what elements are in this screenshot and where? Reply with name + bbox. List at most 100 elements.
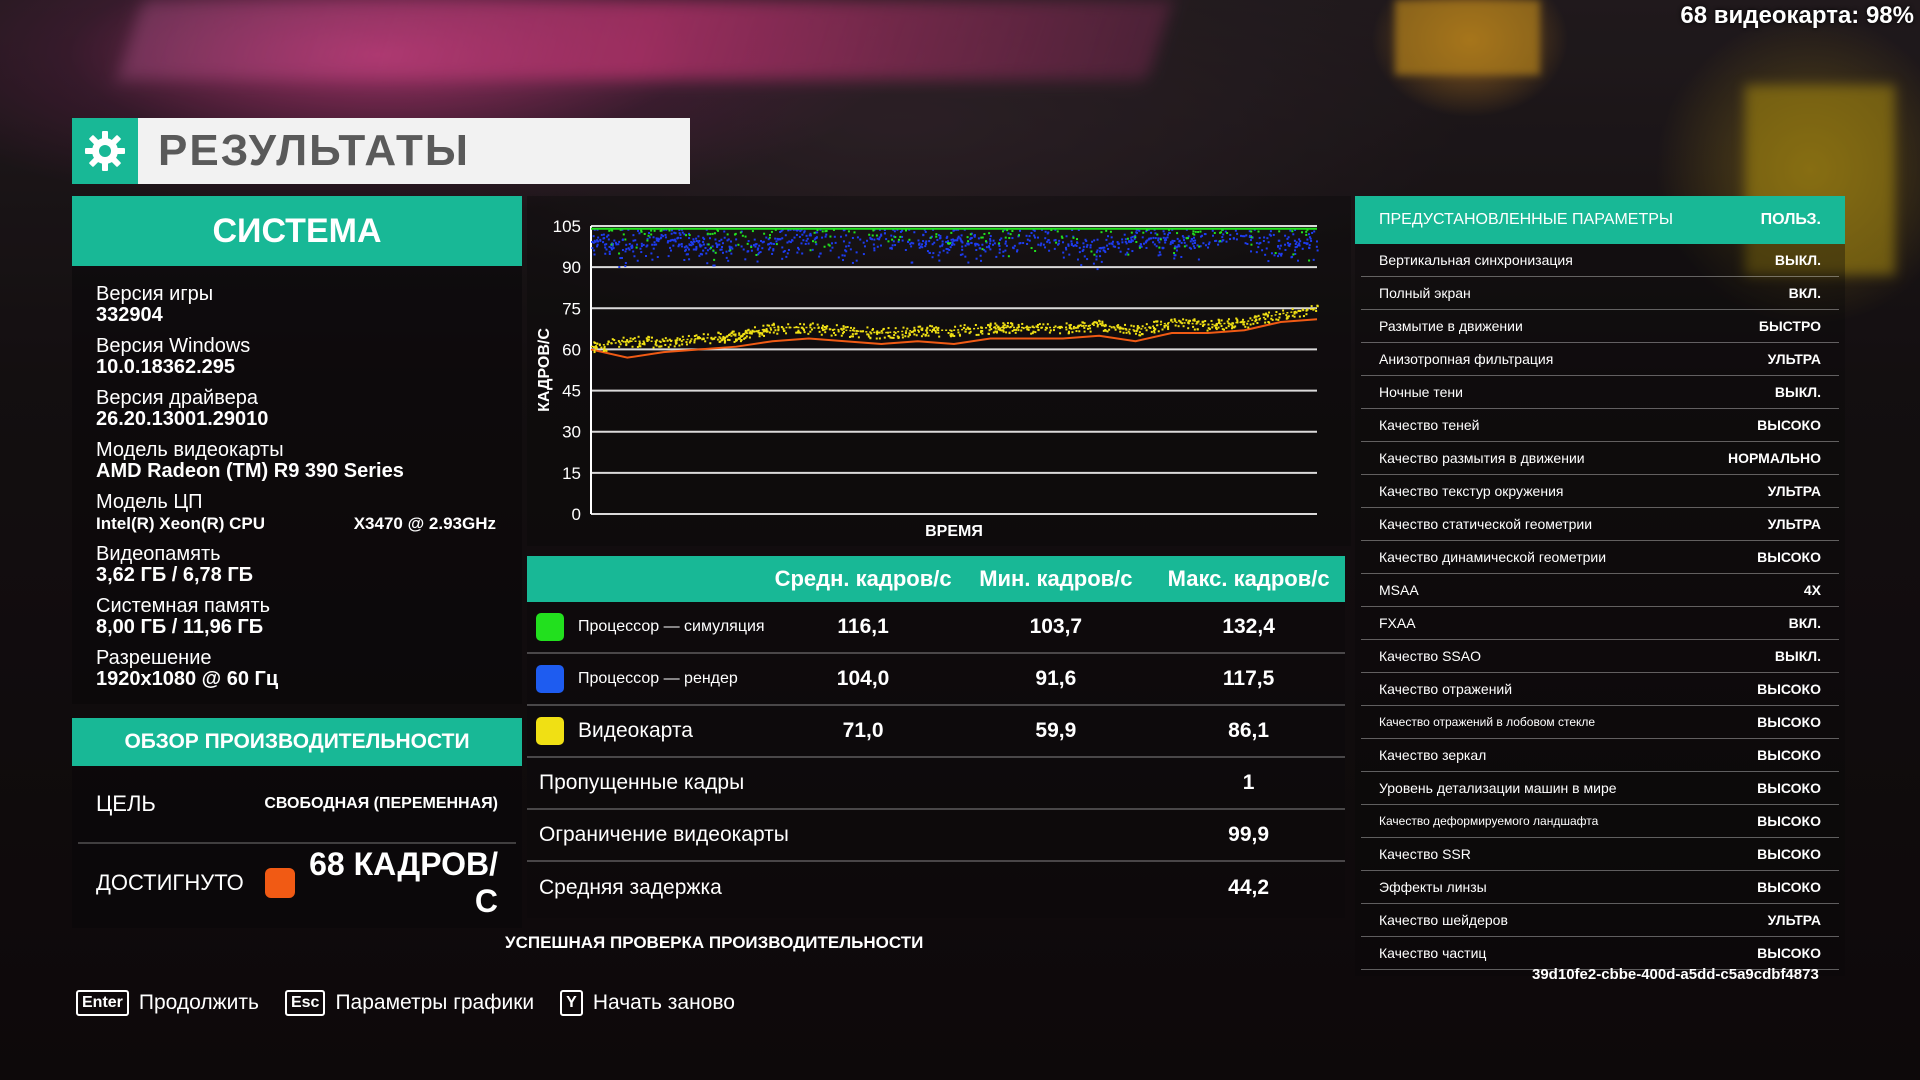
gpu-point bbox=[738, 332, 741, 335]
cpu-render-point bbox=[678, 229, 681, 232]
gpu-point bbox=[592, 346, 595, 349]
gpu-point bbox=[766, 324, 769, 327]
continue-button[interactable]: Enter Продолжить bbox=[76, 990, 259, 1016]
cpu-render-point bbox=[680, 242, 683, 245]
gpu-point bbox=[1178, 319, 1181, 322]
gpu-point bbox=[964, 330, 967, 333]
gpu-point bbox=[913, 333, 916, 336]
cpu-render-point bbox=[728, 245, 731, 248]
cpu-simulation-point bbox=[746, 242, 749, 245]
system-info-item: Видеопамять 3,62 ГБ / 6,78 ГБ bbox=[96, 544, 522, 586]
gpu-point bbox=[1014, 331, 1017, 334]
gpu-point bbox=[1078, 330, 1081, 333]
windows-version-value: 10.0.18362.295 bbox=[96, 356, 236, 378]
gpu-point bbox=[866, 333, 869, 336]
system-panel: СИСТЕМА Версия игры 332904 Версия Window… bbox=[72, 196, 522, 704]
gpu-point bbox=[636, 345, 639, 348]
cpu-simulation-point bbox=[1257, 230, 1260, 233]
cpu-render-point bbox=[889, 247, 892, 250]
list-item: Качество статической геометрии УЛЬТРА bbox=[1361, 508, 1839, 541]
cpu-render-point bbox=[742, 248, 745, 251]
gpu-point bbox=[681, 335, 684, 338]
cpu-render-point bbox=[1154, 237, 1157, 240]
cpu-render-point bbox=[1192, 245, 1195, 248]
cpu-render-point bbox=[1265, 247, 1268, 250]
gpu-point bbox=[712, 337, 715, 340]
gpu-point bbox=[631, 345, 634, 348]
cpu-simulation-point bbox=[1176, 232, 1179, 235]
cpu-render-point bbox=[593, 253, 596, 256]
setting-value: ВЫСОКО bbox=[1757, 879, 1821, 895]
gpu-point bbox=[1096, 322, 1099, 325]
cpu-render-point bbox=[928, 251, 931, 254]
cpu-render-point bbox=[674, 240, 677, 243]
gpu-point bbox=[937, 331, 940, 334]
cpu-render-point bbox=[653, 243, 656, 246]
cpu-simulation-point bbox=[816, 228, 819, 231]
gpu-point bbox=[1166, 326, 1169, 329]
cpu-render-point bbox=[1140, 245, 1143, 248]
cpu-simulation-point bbox=[812, 240, 815, 243]
cpu-simulation-point bbox=[712, 249, 715, 252]
gpu-point bbox=[1078, 324, 1081, 327]
cpu-render-point bbox=[1308, 236, 1311, 239]
gpu-point bbox=[762, 324, 765, 327]
cpu-render-point bbox=[1295, 241, 1298, 244]
cpu-render-point bbox=[1135, 231, 1138, 234]
gpu-point bbox=[867, 335, 870, 338]
cpu-render-point bbox=[1000, 237, 1003, 240]
cpu-render-point bbox=[1197, 258, 1200, 261]
row-label-cell: Видеокарта bbox=[527, 717, 767, 745]
cpu-render-point bbox=[1105, 238, 1108, 241]
cpu-render-point bbox=[781, 257, 784, 260]
cpu-render-point bbox=[1072, 235, 1075, 238]
gpu-point bbox=[676, 337, 679, 340]
gpu-point bbox=[823, 328, 826, 331]
cpu-render-point bbox=[1176, 237, 1179, 240]
continue-label: Продолжить bbox=[138, 991, 259, 1014]
gpu-point bbox=[721, 338, 724, 341]
cpu-render-point bbox=[1316, 249, 1319, 252]
cpu-simulation-point bbox=[809, 249, 812, 252]
cpu-render-point bbox=[851, 261, 854, 264]
cpu-render-point bbox=[674, 232, 677, 235]
cpu-render-point bbox=[924, 245, 927, 248]
gpu-avg: 71,0 bbox=[842, 719, 884, 742]
cpu-render-point bbox=[1268, 233, 1271, 236]
cpu-render-point bbox=[1048, 241, 1051, 244]
cpu-render-point bbox=[1057, 242, 1060, 245]
cpu-render-point bbox=[1062, 256, 1065, 259]
gpu-point bbox=[1132, 325, 1135, 328]
cpu-render-point bbox=[933, 241, 936, 244]
setting-value: ВКЛ. bbox=[1788, 615, 1821, 631]
gpu-model-label: Модель видеокарты bbox=[96, 439, 284, 461]
setting-label: Качество отражений bbox=[1379, 681, 1513, 697]
gpu-point bbox=[710, 337, 713, 340]
cpu-render-point bbox=[1258, 242, 1261, 245]
setting-value: ВЫКЛ. bbox=[1774, 252, 1821, 268]
cpu-render-point bbox=[1267, 260, 1270, 263]
cpu-simulation-point bbox=[1274, 252, 1277, 255]
graphics-settings-button[interactable]: Esc Параметры графики bbox=[284, 990, 534, 1016]
gpu-point bbox=[776, 332, 779, 335]
gpu-point bbox=[654, 341, 657, 344]
setting-label: Качество размытия в движении bbox=[1379, 450, 1585, 466]
gpu-point bbox=[668, 338, 671, 341]
cpu-render-point bbox=[1098, 247, 1101, 250]
gpu-point bbox=[809, 324, 812, 327]
cpu-render-point bbox=[939, 245, 942, 248]
restart-button[interactable]: Y Начать заново bbox=[560, 990, 735, 1016]
cpu-render-point bbox=[596, 239, 599, 242]
cpu-render-point bbox=[959, 253, 962, 256]
gpu-point bbox=[867, 333, 870, 336]
gpu-point bbox=[871, 329, 874, 332]
dropped-frames-value: 1 bbox=[1242, 771, 1255, 794]
achieved-label: ДОСТИГНУТО bbox=[96, 870, 244, 895]
cpu-render-point bbox=[603, 243, 606, 246]
gpu-point bbox=[772, 331, 775, 334]
cpu-render-point bbox=[1086, 244, 1089, 247]
gpu-point bbox=[1075, 330, 1078, 333]
cpu-render-point bbox=[1086, 258, 1089, 261]
cpu-render-point bbox=[989, 239, 992, 242]
gpu-point bbox=[598, 343, 601, 346]
